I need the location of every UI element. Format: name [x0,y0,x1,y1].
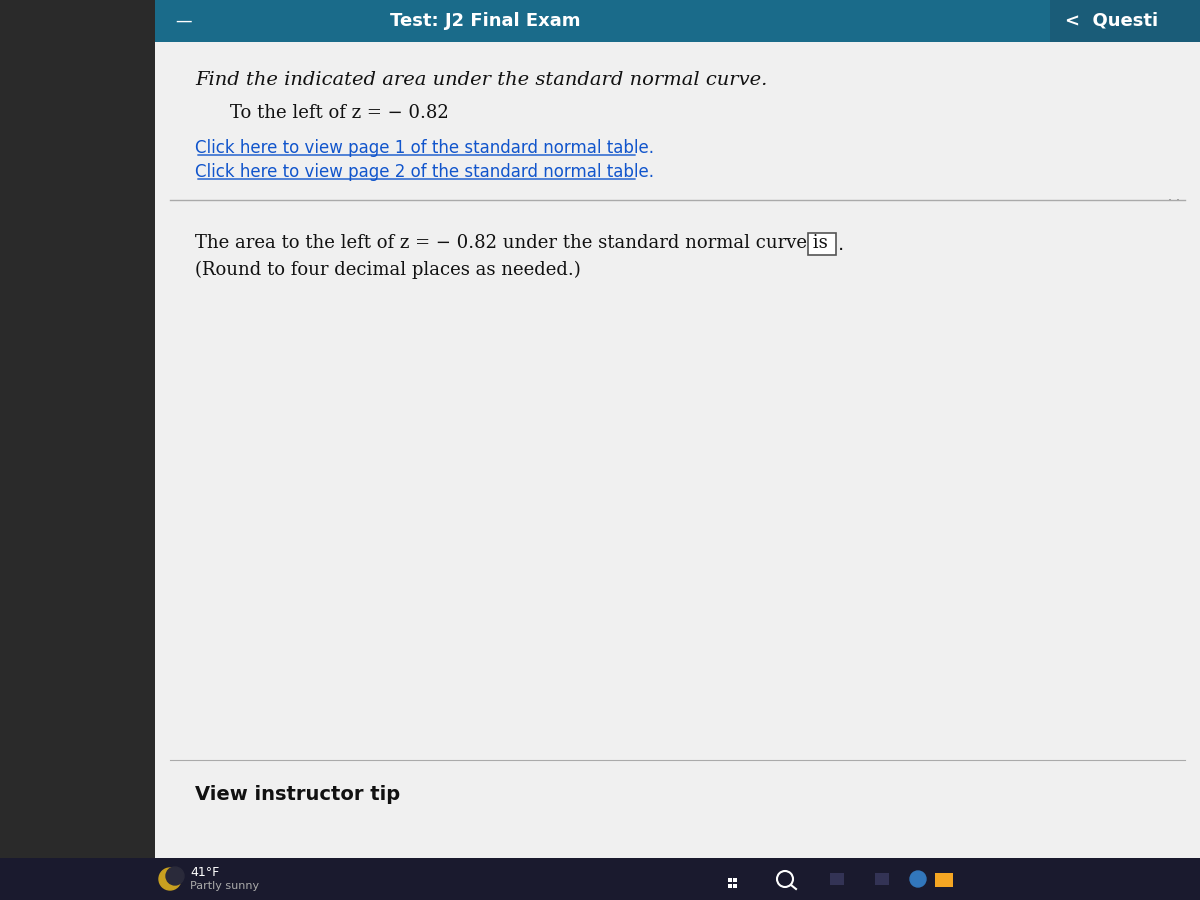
FancyBboxPatch shape [155,42,1200,858]
Text: .: . [838,235,845,254]
FancyBboxPatch shape [0,858,1200,900]
FancyBboxPatch shape [728,884,732,888]
FancyBboxPatch shape [0,0,155,900]
Text: <  Questi: < Questi [1066,12,1158,30]
FancyBboxPatch shape [155,0,1200,42]
FancyBboxPatch shape [1050,0,1200,42]
FancyBboxPatch shape [875,873,889,885]
Circle shape [910,871,926,887]
FancyBboxPatch shape [728,878,732,882]
Circle shape [166,867,184,885]
FancyBboxPatch shape [935,873,953,887]
FancyBboxPatch shape [830,873,844,885]
Text: Test: J2 Final Exam: Test: J2 Final Exam [390,12,581,30]
Text: Click here to view page 2 of the standard normal table.: Click here to view page 2 of the standar… [194,163,654,181]
FancyBboxPatch shape [733,878,737,882]
Text: The area to the left of z = − 0.82 under the standard normal curve is: The area to the left of z = − 0.82 under… [194,234,828,252]
FancyBboxPatch shape [733,884,737,888]
FancyBboxPatch shape [808,233,836,255]
Text: Click here to view page 1 of the standard normal table.: Click here to view page 1 of the standar… [194,139,654,157]
Text: View instructor tip: View instructor tip [194,786,400,805]
Text: To the left of z = − 0.82: To the left of z = − 0.82 [230,104,449,122]
Text: Partly sunny: Partly sunny [190,881,259,891]
Text: . .: . . [1168,190,1180,203]
Text: Find the indicated area under the standard normal curve.: Find the indicated area under the standa… [194,71,767,89]
Circle shape [158,868,181,890]
Text: —: — [175,12,192,30]
Text: (Round to four decimal places as needed.): (Round to four decimal places as needed.… [194,261,581,279]
Text: 41°F: 41°F [190,866,220,878]
